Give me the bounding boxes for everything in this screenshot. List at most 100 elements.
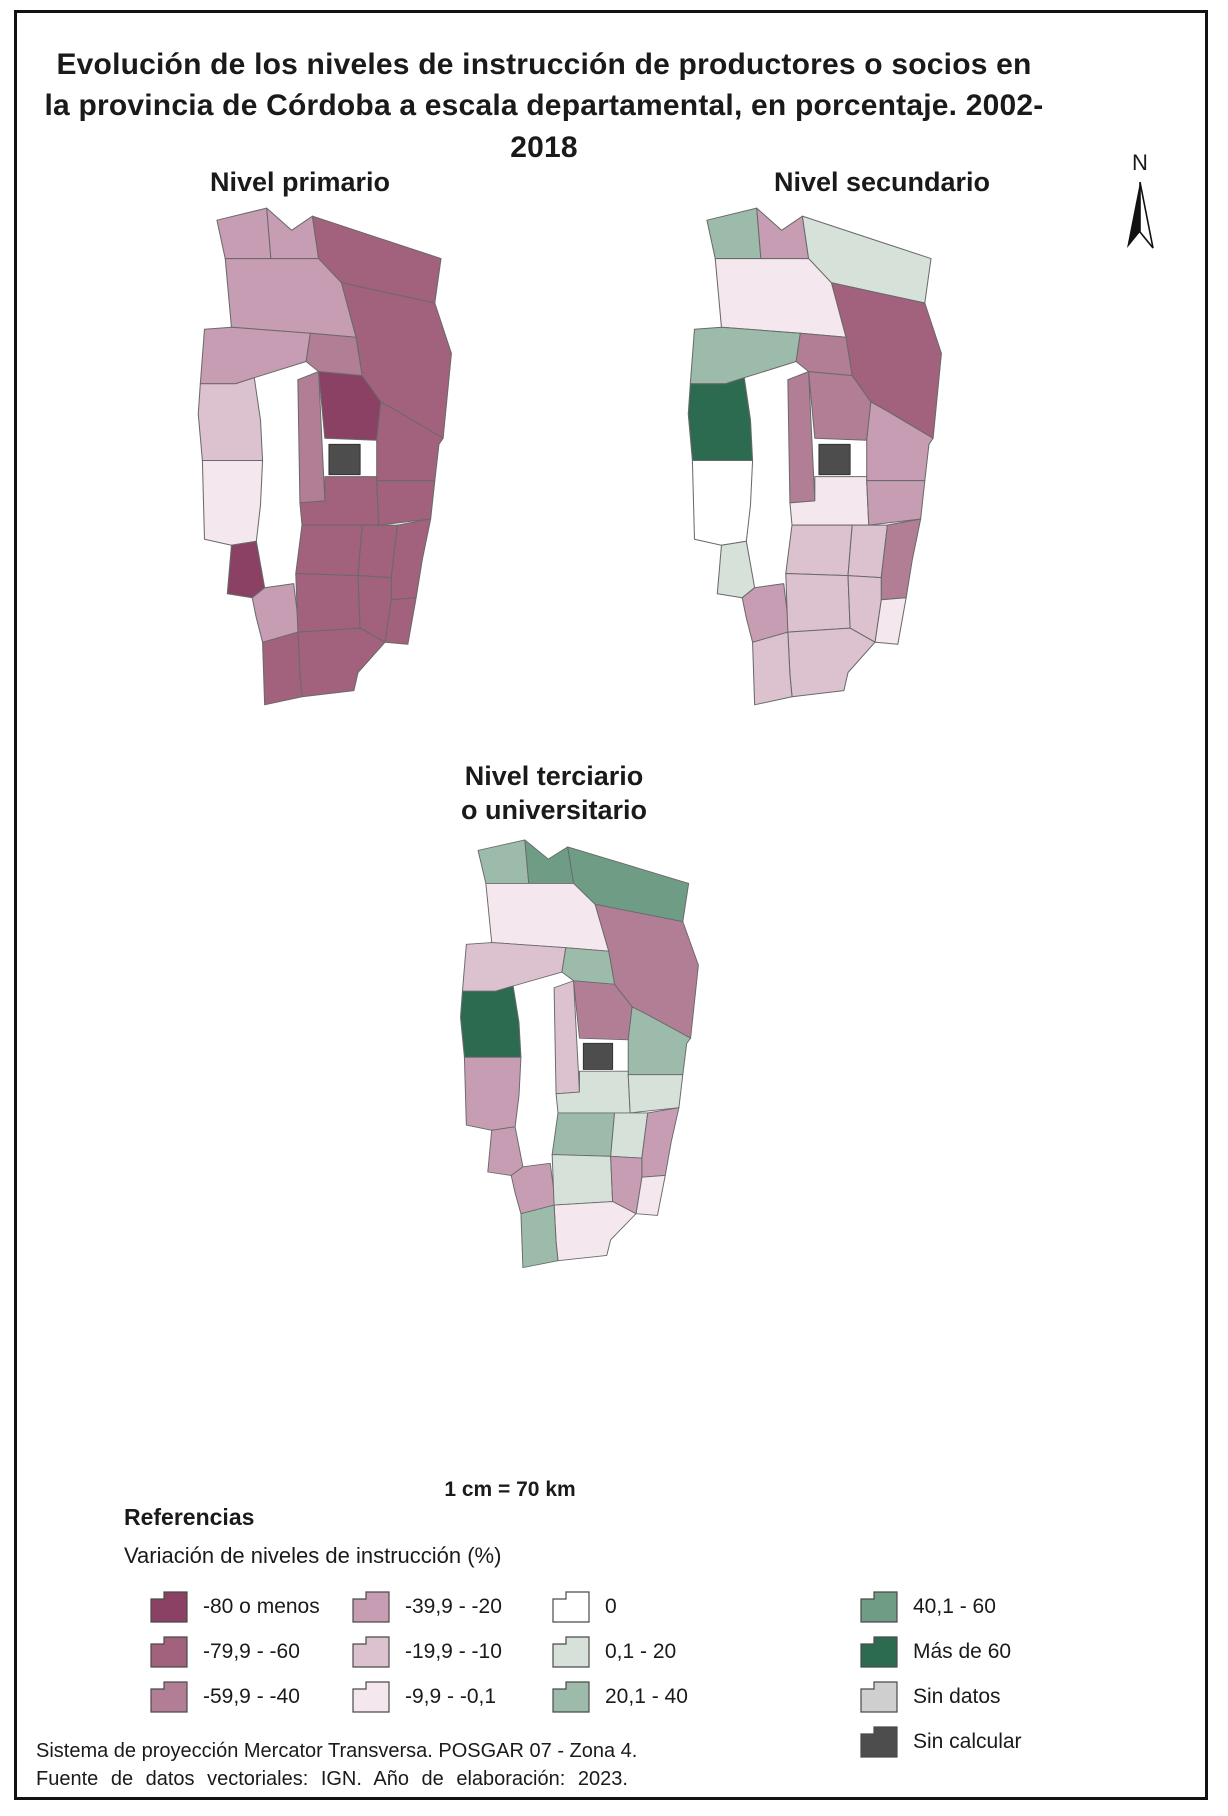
department-totoral bbox=[795, 332, 853, 377]
department-saenz_pena bbox=[553, 1201, 637, 1262]
legend-label-m40: -59,9 - -40 bbox=[203, 1685, 300, 1708]
department-capital bbox=[818, 443, 851, 476]
department-cruz_del_eje bbox=[689, 326, 801, 385]
department-rio_seco bbox=[266, 207, 320, 260]
legend-swatch-p20 bbox=[552, 1636, 590, 1668]
department-capital bbox=[328, 443, 361, 476]
legend-item-m20: -39,9 - -20 bbox=[352, 1590, 502, 1624]
department-minas bbox=[460, 985, 522, 1058]
department-san_alberto bbox=[226, 540, 266, 599]
legend-label-m60: -79,9 - -60 bbox=[203, 1640, 300, 1663]
legend-item-p40: 20,1 - 40 bbox=[552, 1680, 688, 1714]
department-sobremonte bbox=[216, 207, 272, 260]
legend-item-m01: -9,9 - -0,1 bbox=[352, 1680, 496, 1714]
department-rio_primero bbox=[627, 1006, 692, 1076]
department-rio_segundo bbox=[627, 1074, 684, 1114]
legend-swatch-sin_calcular bbox=[860, 1726, 898, 1758]
department-tercero_arriba bbox=[610, 1112, 649, 1159]
legend-swatch-p40 bbox=[552, 1681, 590, 1713]
legend-item-sin_datos: Sin datos bbox=[860, 1680, 1001, 1714]
department-san_alberto bbox=[716, 540, 756, 599]
department-calamuchita bbox=[785, 524, 853, 577]
legend-label-sin_datos: Sin datos bbox=[913, 1685, 1001, 1708]
department-rio_cuarto bbox=[785, 573, 851, 633]
department-union bbox=[880, 518, 922, 601]
department-pocho bbox=[201, 459, 264, 546]
department-san_alberto bbox=[487, 1126, 524, 1176]
department-rio_seco bbox=[756, 207, 810, 260]
legend-item-m10: -19,9 - -10 bbox=[352, 1635, 502, 1669]
department-general_roca bbox=[752, 631, 793, 706]
legend-label-m80: -80 o menos bbox=[203, 1595, 320, 1618]
department-calamuchita bbox=[295, 524, 363, 577]
source-projection: Sistema de proyección Mercator Transvers… bbox=[36, 1740, 638, 1762]
source-note: Sistema de proyección Mercator Transvers… bbox=[36, 1737, 637, 1794]
legend-label-p20: 0,1 - 20 bbox=[605, 1640, 677, 1663]
legend-label-p60: 40,1 - 60 bbox=[913, 1595, 996, 1618]
department-pocho bbox=[691, 459, 754, 546]
legend-swatch-m20 bbox=[352, 1591, 390, 1623]
legend-item-m40: -59,9 - -40 bbox=[150, 1680, 300, 1714]
department-union bbox=[390, 518, 432, 601]
department-tercero_arriba bbox=[847, 524, 888, 579]
department-rio_segundo bbox=[376, 480, 436, 526]
legend-swatch-p60 bbox=[860, 1591, 898, 1623]
legend-item-p60: 40,1 - 60 bbox=[860, 1590, 996, 1624]
department-sobremonte bbox=[477, 839, 530, 884]
legend-item-m60: -79,9 - -60 bbox=[150, 1635, 300, 1669]
map-nivel-secundario bbox=[687, 207, 942, 706]
legend-subheading: Variación de niveles de instrucción (%) bbox=[124, 1543, 502, 1568]
department-general_roca bbox=[262, 631, 303, 706]
legend-label-zero: 0 bbox=[605, 1595, 617, 1618]
department-cruz_del_eje bbox=[199, 326, 311, 385]
legend-item-m80: -80 o menos bbox=[150, 1590, 320, 1624]
department-calamuchita bbox=[551, 1112, 616, 1157]
department-saenz_pena bbox=[297, 627, 386, 698]
map-title-nivel-primario: Nivel primario bbox=[209, 167, 391, 197]
department-rio_segundo bbox=[866, 480, 926, 526]
department-juarez_celman bbox=[357, 575, 392, 643]
legend-swatch-m40 bbox=[150, 1681, 188, 1713]
department-minas bbox=[687, 377, 754, 461]
legend-swatch-m80 bbox=[150, 1591, 188, 1623]
source-data: Fuente de datos vectoriales: IGN. Año de… bbox=[36, 1768, 628, 1791]
department-totoral bbox=[305, 332, 363, 377]
figure-border bbox=[14, 10, 1208, 1800]
map-title-nivel-terciario: Nivel terciario o universitario bbox=[460, 761, 648, 825]
department-cruz_del_eje bbox=[461, 942, 567, 992]
north-arrow-icon bbox=[1127, 181, 1154, 249]
department-rio_cuarto bbox=[551, 1154, 614, 1206]
legend-label-m01: -9,9 - -0,1 bbox=[405, 1685, 497, 1708]
legend-label-m20: -39,9 - -20 bbox=[405, 1595, 502, 1618]
legend-swatch-m60 bbox=[150, 1636, 188, 1668]
legend-label-p40: 20,1 - 40 bbox=[605, 1685, 688, 1708]
scale-text: 1 cm = 70 km bbox=[444, 1478, 576, 1501]
map-nivel-terciario bbox=[460, 839, 699, 1269]
north-arrow: N bbox=[1116, 152, 1164, 259]
department-saenz_pena bbox=[787, 627, 876, 698]
department-rio_primero bbox=[866, 401, 934, 482]
department-totoral bbox=[561, 947, 616, 985]
legend-label-m10: -19,9 - -10 bbox=[405, 1640, 502, 1663]
department-rio_seco bbox=[524, 839, 575, 884]
legend-heading: Referencias bbox=[124, 1504, 255, 1530]
figure-title: Evolución de los niveles de instrucción … bbox=[44, 48, 1044, 164]
legend-swatch-p60plus bbox=[860, 1636, 898, 1668]
legend-item-sin_calcular: Sin calcular bbox=[860, 1725, 1022, 1759]
department-juarez_celman bbox=[847, 575, 882, 643]
department-sobremonte bbox=[706, 207, 762, 260]
legend-item-p60plus: Más de 60 bbox=[860, 1635, 1011, 1669]
legend-label-p60plus: Más de 60 bbox=[913, 1640, 1012, 1663]
department-capital bbox=[582, 1042, 614, 1070]
legend-label-sin_calcular: Sin calcular bbox=[913, 1730, 1022, 1753]
map-title-nivel-secundario: Nivel secundario bbox=[773, 167, 991, 197]
north-label: N bbox=[1132, 150, 1148, 175]
map-nivel-primario bbox=[197, 207, 452, 706]
legend-item-zero: 0 bbox=[552, 1590, 617, 1624]
department-general_roca bbox=[520, 1204, 559, 1269]
legend-swatch-sin_datos bbox=[860, 1681, 898, 1713]
department-union bbox=[641, 1107, 680, 1178]
department-tercero_arriba bbox=[357, 524, 398, 579]
department-rio_cuarto bbox=[295, 573, 361, 633]
department-pocho bbox=[463, 1056, 522, 1131]
